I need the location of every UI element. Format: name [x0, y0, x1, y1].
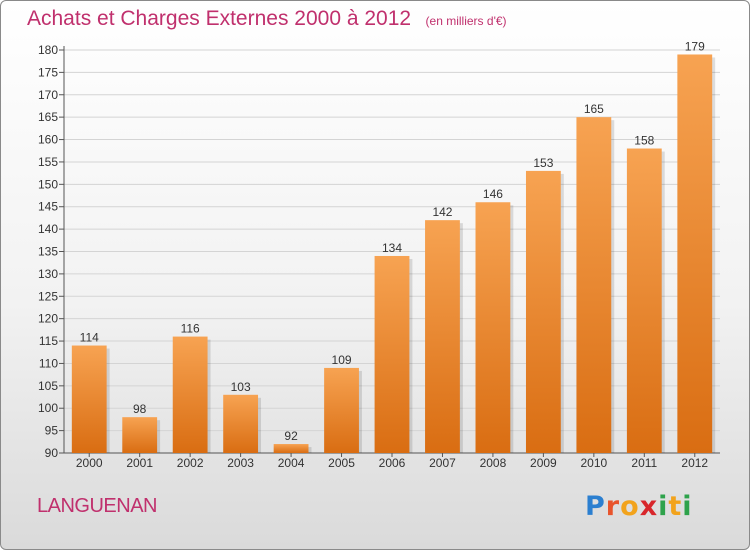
data-label: 134 [382, 241, 402, 255]
data-label: 114 [80, 331, 99, 345]
x-tick-label: 2000 [76, 456, 103, 470]
y-tick-label: 120 [38, 312, 58, 326]
x-tick-label: 2003 [227, 456, 254, 470]
bar [172, 336, 208, 453]
logo-letter: x [639, 491, 659, 522]
y-tick-label: 155 [38, 155, 58, 169]
bar [576, 117, 612, 454]
x-tick-label: 2011 [631, 456, 657, 470]
x-tick-label: 2005 [328, 456, 355, 470]
data-label: 103 [231, 380, 251, 394]
x-tick-label: 2009 [530, 456, 557, 470]
y-tick-label: 140 [38, 222, 58, 236]
y-tick-label: 95 [45, 424, 59, 438]
y-tick-label: 130 [38, 267, 58, 281]
bar [374, 255, 410, 453]
bar [677, 54, 713, 453]
y-tick-label: 135 [38, 245, 58, 259]
y-tick-label: 170 [38, 88, 58, 102]
chart-title-unit: (en milliers d'€) [425, 14, 507, 28]
data-label: 158 [634, 134, 654, 148]
data-label: 142 [432, 205, 452, 219]
data-label: 146 [483, 187, 503, 201]
bar [122, 417, 158, 453]
x-tick-label: 2012 [681, 456, 708, 470]
logo-letter: i [682, 491, 693, 522]
bar [71, 345, 107, 453]
y-tick-label: 115 [39, 334, 58, 348]
data-label: 179 [685, 39, 705, 53]
bar [525, 170, 561, 453]
y-tick-label: 165 [38, 110, 58, 124]
x-tick-label: 2010 [580, 456, 607, 470]
bar [273, 444, 309, 453]
data-label: 153 [533, 156, 553, 170]
data-label: 98 [133, 402, 147, 416]
logo-letter: o [620, 491, 640, 522]
place-name: LANGUENAN [37, 495, 157, 517]
bar [223, 394, 259, 453]
y-tick-label: 180 [38, 43, 58, 57]
y-tick-label: 150 [38, 177, 58, 191]
bar [324, 367, 359, 453]
x-tick-label: 2001 [126, 456, 153, 470]
bars [71, 54, 716, 454]
bar [475, 202, 511, 453]
data-label: 92 [284, 429, 298, 443]
y-tick-label: 160 [38, 133, 58, 147]
x-tick-label: 2008 [480, 456, 507, 470]
x-tick-label: 2004 [278, 456, 305, 470]
x-tick-label: 2007 [429, 456, 456, 470]
bar [626, 148, 662, 453]
logo-letter: i [658, 491, 669, 522]
x-tick-label: 2006 [379, 456, 406, 470]
logo-letter: t [668, 491, 683, 522]
y-tick-label: 105 [38, 379, 58, 393]
y-tick-label: 125 [38, 289, 58, 303]
proxiti-logo: Proxiti [585, 491, 693, 522]
y-tick-label: 175 [38, 65, 58, 79]
logo-letter: P [585, 491, 606, 522]
data-label: 109 [332, 353, 352, 367]
x-tick-label: 2002 [177, 456, 204, 470]
chart-title: Achats et Charges Externes 2000 à 2012 (… [27, 7, 507, 31]
y-tick-label: 90 [45, 446, 59, 460]
bar [425, 220, 460, 453]
y-tick-label: 145 [38, 200, 58, 214]
y-tick-label: 110 [39, 356, 58, 370]
chart-title-main: Achats et Charges Externes 2000 à 2012 [27, 7, 412, 30]
logo-letter: r [605, 491, 621, 522]
labels: 90 95 100 105 110 115 120 125 130 135 140 145 150 155… [38, 39, 708, 470]
data-label: 165 [584, 102, 604, 116]
y-tick-label: 100 [38, 401, 58, 415]
data-label: 116 [181, 322, 200, 336]
